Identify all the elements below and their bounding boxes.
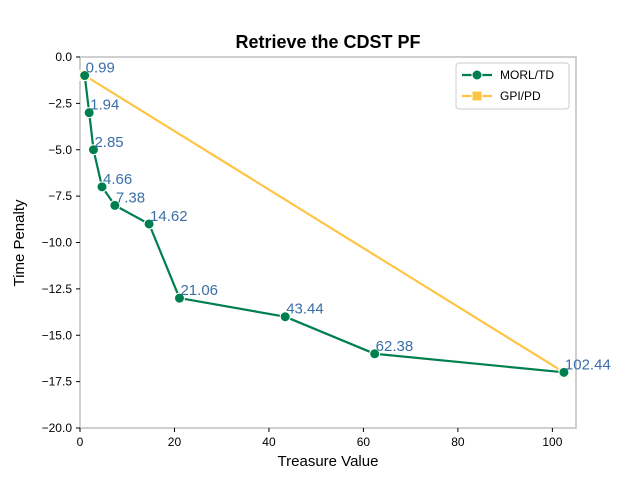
- y-tick-label: −7.5: [48, 189, 72, 203]
- x-tick-label: 20: [168, 435, 182, 449]
- data-point-circle: [96, 181, 108, 193]
- data-point-circle: [279, 311, 291, 323]
- legend: MORL/TD GPI/PD: [455, 62, 570, 110]
- data-point-circle: [79, 70, 91, 82]
- data-point-circle: [173, 292, 185, 304]
- legend-marker-circle: [471, 69, 483, 81]
- legend-label: MORL/TD: [500, 68, 554, 82]
- data-label: 2.85: [94, 134, 123, 151]
- series-line-gpi-pd: [84, 74, 565, 374]
- x-tick-label: 40: [262, 435, 276, 449]
- y-tick-label: −17.5: [42, 375, 73, 389]
- data-label: 0.99: [86, 60, 115, 77]
- data-label: 43.44: [286, 301, 324, 318]
- axes-frame: [79, 56, 577, 429]
- chart-title: Retrieve the CDST PF: [235, 32, 421, 52]
- y-tick-label: −12.5: [42, 282, 73, 296]
- data-labels: 0.99 1.94 2.85 4.667.38 14.62 21.06 43.44 62.38…: [86, 60, 611, 374]
- data-point-circle: [369, 348, 381, 360]
- data-label: 21.06: [180, 282, 218, 299]
- data-label: 102.44: [565, 356, 611, 373]
- plot-area-border: [79, 56, 577, 429]
- x-tick-label: 0: [77, 435, 84, 449]
- legend-label: GPI/PD: [500, 89, 541, 103]
- y-tick-label: −5.0: [48, 143, 72, 157]
- y-tick-label: −20.0: [42, 421, 73, 435]
- x-tick-label: 80: [451, 435, 465, 449]
- y-tick-label: 0.0: [55, 50, 72, 64]
- axis-ticks: 0 20 40 60 80 100 0.0 −2.5 −5.0 −7.5 −10.0 −12.5 −15…: [42, 50, 563, 449]
- series-layer: [79, 70, 570, 378]
- data-point-circle: [143, 218, 155, 230]
- x-axis-label: Treasure Value: [278, 453, 379, 470]
- data-point-circle: [109, 199, 121, 211]
- y-tick-label: −2.5: [48, 96, 72, 110]
- y-tick-label: −15.0: [42, 328, 73, 342]
- data-point-circle: [87, 144, 99, 156]
- series-line-morl-td: [83, 75, 565, 374]
- data-label: 7.38: [116, 189, 145, 206]
- data-label: 62.38: [376, 338, 414, 355]
- data-point-circle: [83, 107, 95, 119]
- x-tick-label: 100: [542, 435, 562, 449]
- legend-marker-square: [471, 90, 483, 102]
- data-label: 14.62: [150, 208, 188, 225]
- y-tick-label: −10.0: [42, 236, 73, 250]
- data-label: 1.94: [90, 97, 119, 114]
- data-point-circle: [558, 366, 570, 378]
- x-tick-label: 60: [357, 435, 371, 449]
- data-label: 4.66: [103, 171, 132, 188]
- y-axis-label: Time Penalty: [11, 199, 28, 286]
